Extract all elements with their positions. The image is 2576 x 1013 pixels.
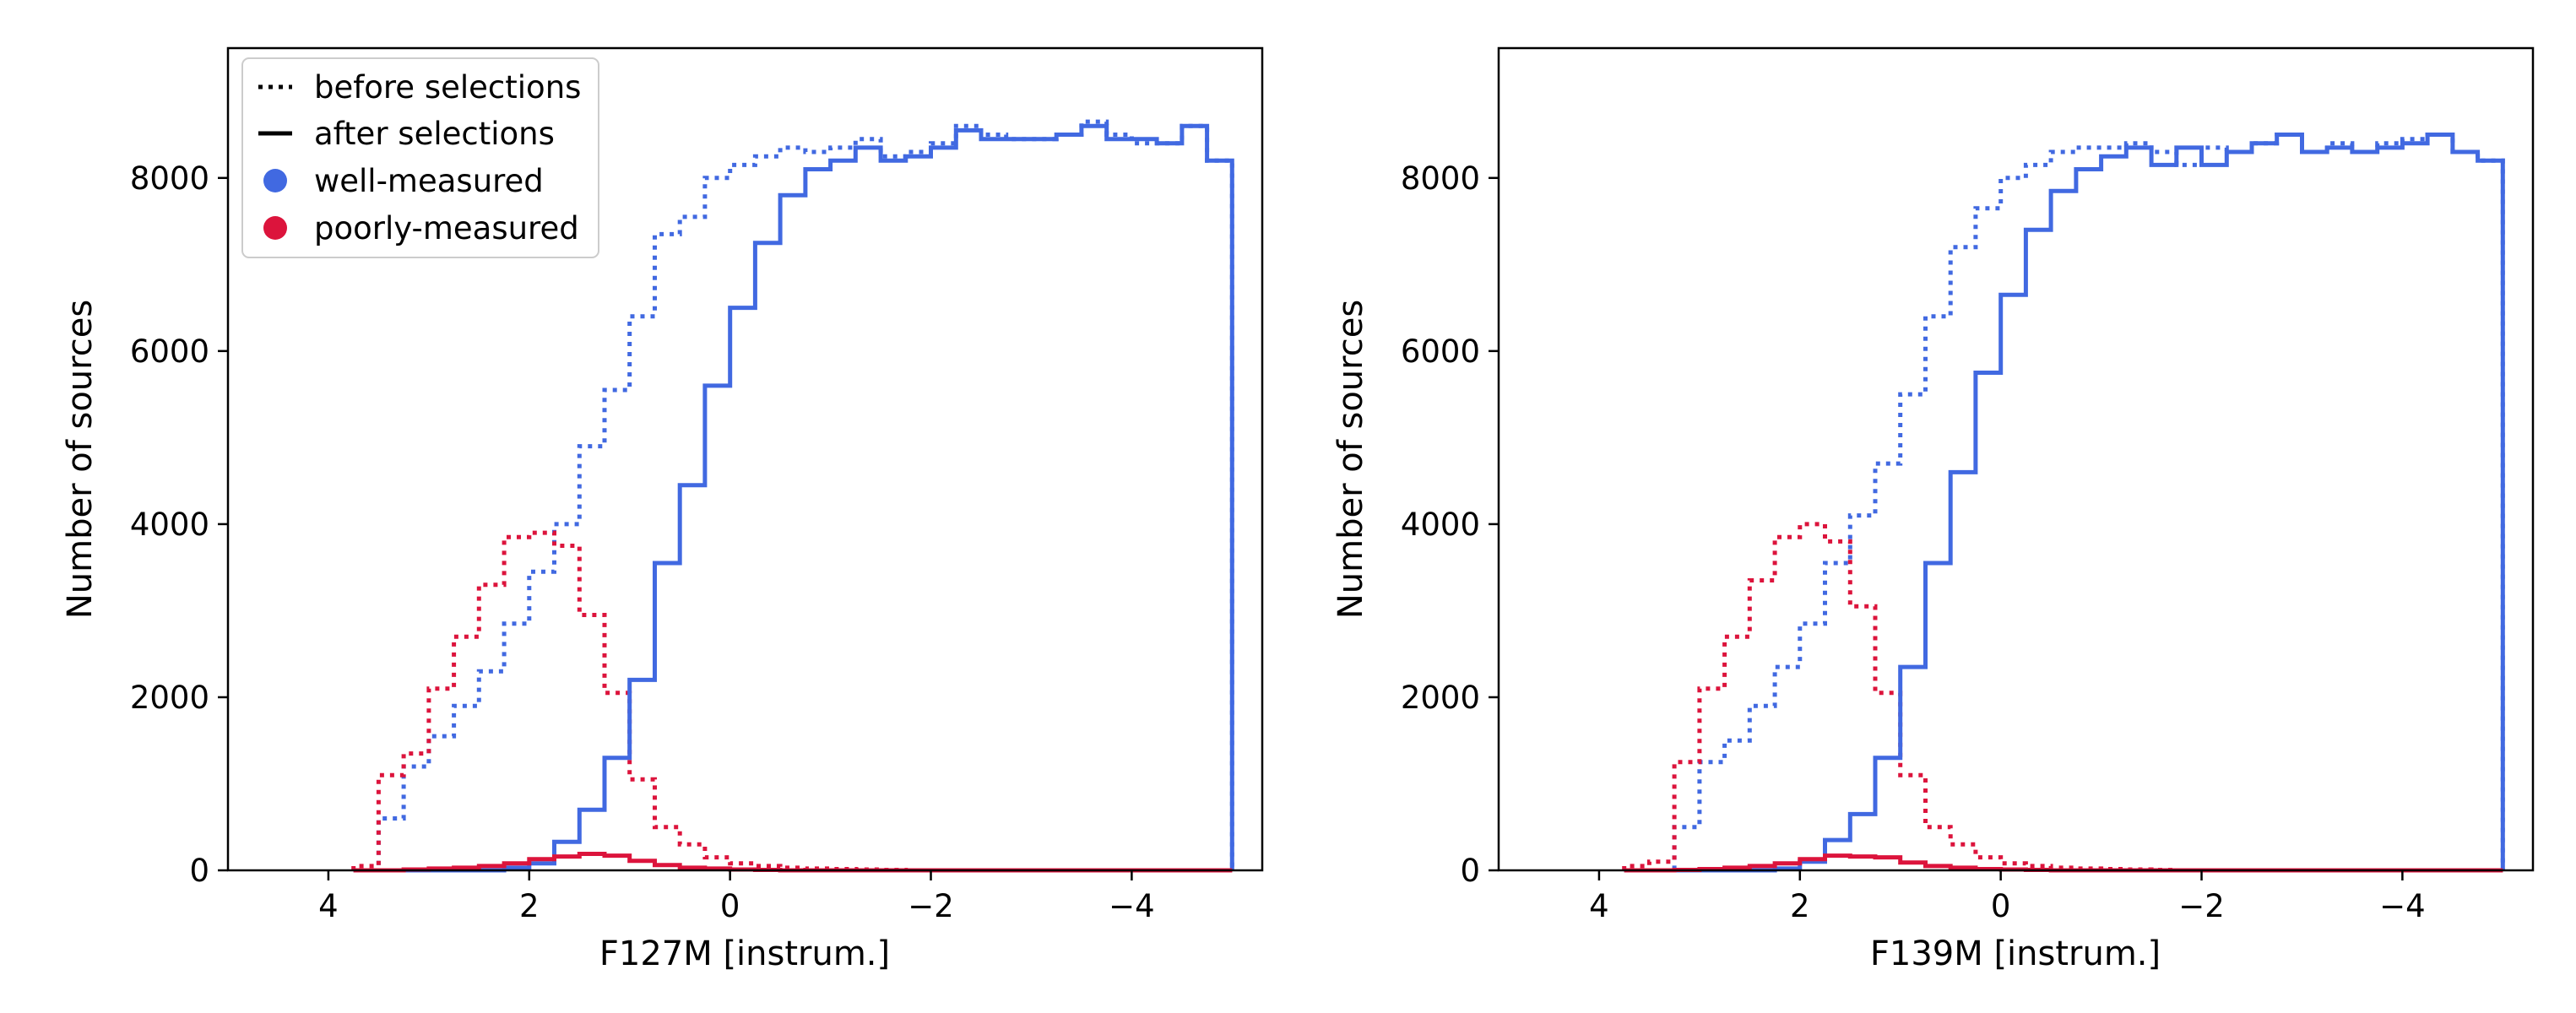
series-poorly-measured-after-selections-f139m — [1624, 853, 2503, 873]
y-axis-label-f127m: Number of sources — [61, 300, 100, 619]
ticks-f127m: 4 2 0 −2 −4 0 2000 4000 6000 8000 — [130, 160, 1155, 924]
x-axis-label-f139m: F139M [instrum.] — [1870, 934, 2161, 973]
x-axis-label-f127m: F127M [instrum.] — [599, 934, 890, 973]
series-well-measured-after-selections-f139m — [1624, 133, 2505, 873]
x-tick-label: 4 — [318, 888, 339, 924]
legend-label-poorly-measured: poorly-measured — [314, 210, 579, 246]
x-tick-label: −2 — [908, 888, 954, 924]
legend-marker-poorly-measured — [263, 216, 287, 240]
x-tick-label: 0 — [720, 888, 740, 924]
y-tick-label: 2000 — [1401, 680, 1480, 716]
x-tick-label: 4 — [1589, 888, 1609, 924]
series-poorly-measured-after-selections-f127m — [353, 852, 1233, 873]
chart-panel-f127m: 4 2 0 −2 −4 0 2000 4000 6000 8000 F127M [instrum.… — [61, 46, 1264, 973]
legend: before selections after selections well-… — [241, 57, 599, 258]
legend-box — [241, 57, 599, 258]
ticks-f139m: 4 2 0 −2 −4 0 2000 4000 6000 8000 — [1401, 160, 2426, 924]
y-tick-label: 0 — [1460, 853, 1480, 889]
plot-frame-f139m — [1497, 46, 2535, 872]
x-tick-label: 2 — [519, 888, 540, 924]
chart-panel-f139m: 4 2 0 −2 −4 0 2000 4000 6000 8000 F139M [instrum.… — [1331, 46, 2535, 973]
plot-frame-f127m — [226, 46, 1264, 872]
y-tick-label: 2000 — [130, 680, 209, 716]
y-tick-label: 8000 — [130, 160, 209, 197]
x-tick-label: 2 — [1790, 888, 1810, 924]
x-tick-label: 0 — [1991, 888, 2011, 924]
legend-label-well-measured: well-measured — [314, 163, 544, 199]
x-tick-label: −4 — [1109, 888, 1155, 924]
legend-marker-well-measured — [263, 169, 287, 192]
legend-label-after-selections: after selections — [314, 116, 555, 152]
series-poorly-measured-before-selections-f139m — [1622, 522, 2503, 873]
y-tick-label: 6000 — [130, 333, 209, 370]
histogram-lines-f139m — [1622, 133, 2505, 873]
y-axis-label-f139m: Number of sources — [1331, 300, 1370, 619]
y-tick-label: 0 — [189, 853, 209, 889]
y-tick-label: 6000 — [1401, 333, 1480, 370]
series-poorly-measured-before-selections-f127m — [351, 530, 1233, 873]
legend-label-before-selections: before selections — [314, 69, 581, 106]
y-tick-label: 4000 — [130, 506, 209, 543]
x-tick-label: −4 — [2379, 888, 2426, 924]
y-tick-label: 8000 — [1401, 160, 1480, 197]
series-well-measured-before-selections-f139m — [1624, 133, 2505, 873]
y-tick-label: 4000 — [1401, 506, 1480, 543]
x-tick-label: −2 — [2178, 888, 2225, 924]
